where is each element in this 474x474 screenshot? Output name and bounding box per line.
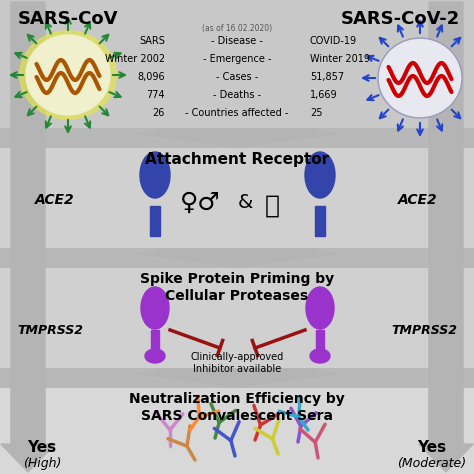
Text: 774: 774 (146, 90, 165, 100)
Text: Yes: Yes (27, 440, 56, 456)
Text: Spike Protein Priming by
Cellular Proteases: Spike Protein Priming by Cellular Protea… (140, 272, 334, 303)
Text: 25: 25 (310, 108, 322, 118)
Text: 51,857: 51,857 (310, 72, 344, 82)
Text: 🦇: 🦇 (264, 194, 280, 218)
Text: ACE2: ACE2 (398, 193, 438, 207)
Bar (316, 330, 324, 352)
Polygon shape (133, 129, 341, 147)
Bar (0, 248, 474, 268)
Text: - Disease -: - Disease - (211, 36, 263, 46)
Text: (as of 16.02.2020): (as of 16.02.2020) (202, 24, 272, 33)
Ellipse shape (145, 349, 165, 363)
Text: ♀♂: ♀♂ (180, 191, 220, 215)
Text: &: & (237, 193, 253, 212)
Ellipse shape (26, 35, 110, 115)
Text: Yes: Yes (418, 440, 447, 456)
Bar (315, 206, 325, 236)
Text: SARS-CoV-2: SARS-CoV-2 (340, 10, 460, 28)
Bar (0, 388, 474, 474)
Text: - Deaths -: - Deaths - (213, 90, 261, 100)
Bar (151, 330, 159, 352)
Bar (0, 368, 474, 388)
Bar (0, 268, 474, 368)
Bar (0, 148, 474, 248)
Bar (150, 206, 160, 236)
Polygon shape (1, 2, 55, 472)
Ellipse shape (20, 31, 116, 119)
Text: - Emergence -: - Emergence - (203, 54, 271, 64)
Ellipse shape (140, 152, 170, 198)
Text: Clinically-approved
Inhibitor available: Clinically-approved Inhibitor available (191, 352, 283, 374)
Ellipse shape (141, 287, 169, 329)
Text: Winter 2019: Winter 2019 (310, 54, 370, 64)
Bar (0, 128, 474, 148)
Text: COVID-19: COVID-19 (310, 36, 357, 46)
Text: 26: 26 (153, 108, 165, 118)
Ellipse shape (306, 287, 334, 329)
Ellipse shape (378, 38, 462, 118)
Text: Neutralization Efficiency by
SARS Convalescent Sera: Neutralization Efficiency by SARS Conval… (129, 392, 345, 423)
Text: TMPRSS2: TMPRSS2 (17, 323, 83, 337)
Text: SARS-CoV: SARS-CoV (18, 10, 118, 28)
Text: SARS: SARS (139, 36, 165, 46)
Ellipse shape (310, 349, 330, 363)
Text: - Countries affected -: - Countries affected - (185, 108, 289, 118)
Polygon shape (419, 2, 473, 472)
Text: ACE2: ACE2 (35, 193, 75, 207)
Text: Winter 2002: Winter 2002 (105, 54, 165, 64)
Text: (High): (High) (23, 456, 61, 470)
Ellipse shape (305, 152, 335, 198)
Text: 1,669: 1,669 (310, 90, 337, 100)
Text: (Moderate): (Moderate) (397, 456, 466, 470)
Text: 8,096: 8,096 (137, 72, 165, 82)
Bar (0, 0, 474, 128)
Text: - Cases -: - Cases - (216, 72, 258, 82)
Text: Attachment Receptor: Attachment Receptor (145, 152, 329, 167)
Polygon shape (133, 249, 341, 267)
Polygon shape (133, 369, 341, 387)
Text: TMPRSS2: TMPRSS2 (391, 323, 457, 337)
